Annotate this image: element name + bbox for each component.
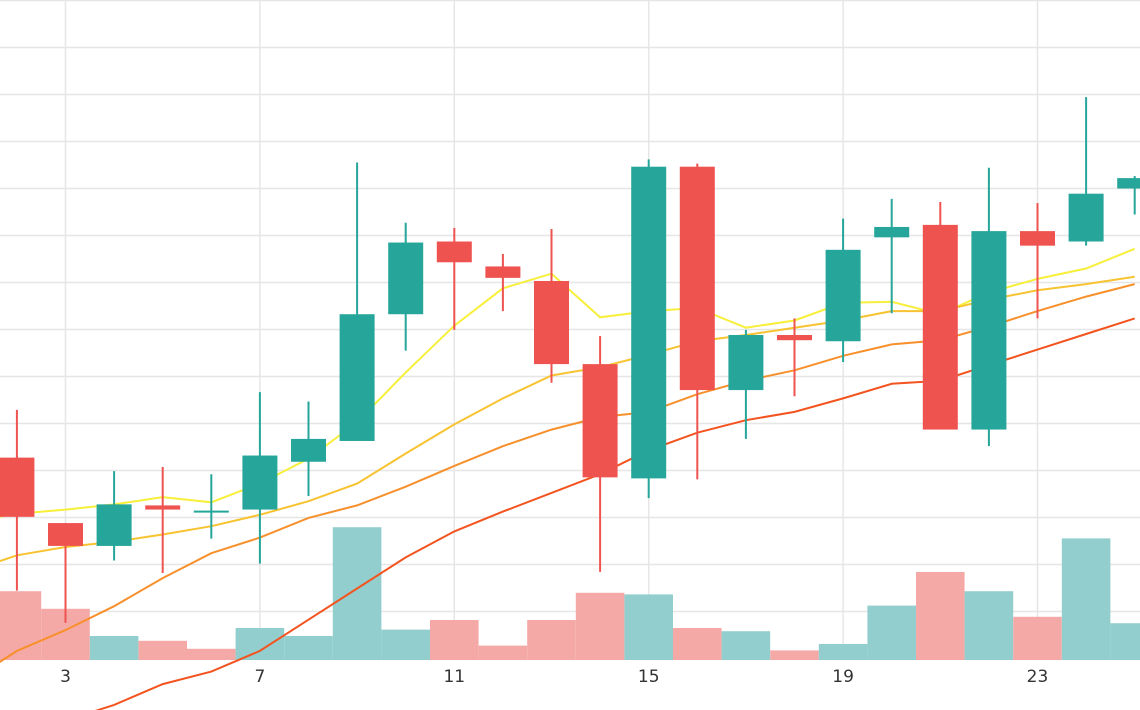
candle-body <box>534 280 569 365</box>
candle-day-16 <box>679 163 715 480</box>
candle-body <box>436 241 472 263</box>
candle-day-15 <box>631 159 667 499</box>
candle-body <box>825 249 861 342</box>
candle-day-17 <box>728 329 764 439</box>
candle-body <box>0 457 35 517</box>
candle-body <box>485 266 521 278</box>
volume-bar-day-12 <box>478 645 528 660</box>
x-axis: 3 7 11 15 19 23 <box>60 667 1048 687</box>
candle-body <box>193 510 229 513</box>
x-tick-label: 23 <box>1027 667 1049 687</box>
candle-day-5 <box>145 466 181 573</box>
candle-day-24 <box>1068 97 1104 246</box>
candle-day-18 <box>777 318 812 397</box>
volume-bar-day-20 <box>867 605 916 660</box>
volume-bar-day-15 <box>624 594 673 660</box>
candle-day-3 <box>48 523 83 623</box>
x-tick-label: 15 <box>638 667 660 687</box>
candle-body <box>96 504 132 546</box>
candle-day-19 <box>825 218 861 363</box>
candles <box>0 97 1140 623</box>
candle-body <box>582 364 618 478</box>
candle-day-12 <box>485 253 521 312</box>
candle-body <box>145 505 181 510</box>
volume-bar-day-25 <box>1110 623 1140 660</box>
volume-bars <box>0 527 1140 660</box>
volume-bar-day-16 <box>673 628 722 660</box>
candle-day-22 <box>971 167 1007 447</box>
candle-day-21 <box>922 202 958 430</box>
candle-day-6 <box>193 474 229 539</box>
volume-bar-day-11 <box>430 620 479 660</box>
candle-day-23 <box>1020 203 1055 319</box>
candle-body <box>388 242 424 315</box>
candle-body <box>1068 193 1104 242</box>
volume-bar-day-21 <box>916 572 965 660</box>
candle-day-8 <box>291 401 326 497</box>
candle-day-13 <box>534 229 569 383</box>
candle-day-11 <box>436 227 472 330</box>
volume-bar-day-17 <box>721 631 771 660</box>
grid <box>0 0 1140 660</box>
candle-body <box>1020 231 1055 246</box>
candle-body <box>922 224 958 430</box>
volume-bar-day-4 <box>89 636 139 660</box>
candle-body <box>1117 178 1140 189</box>
candle-day-9 <box>339 162 375 441</box>
volume-bar-day-23 <box>1013 616 1062 660</box>
x-tick-label: 7 <box>254 667 265 687</box>
candle-body <box>242 455 278 510</box>
candle-body <box>48 523 83 546</box>
candle-day-4 <box>96 471 132 561</box>
candle-body <box>339 314 375 441</box>
x-tick-label: 19 <box>832 667 854 687</box>
candle-body <box>679 166 715 391</box>
candle-day-25 <box>1117 176 1140 215</box>
volume-bar-day-7 <box>235 628 285 660</box>
volume-bar-day-5 <box>138 640 187 660</box>
volume-bar-day-18 <box>770 650 819 660</box>
candle-body <box>728 335 764 391</box>
volume-bar-day-8 <box>284 636 333 660</box>
candle-day-20 <box>874 198 910 314</box>
x-tick-label: 11 <box>443 667 465 687</box>
candle-body <box>631 166 667 479</box>
candle-day-7 <box>242 392 278 564</box>
volume-bar-day-6 <box>187 648 236 660</box>
candle-day-14 <box>582 336 618 572</box>
volume-bar-day-19 <box>818 644 868 660</box>
volume-bar-day-9 <box>332 527 382 660</box>
candle-day-2 <box>0 409 35 591</box>
candle-body <box>291 438 326 462</box>
volume-bar-day-22 <box>964 591 1014 660</box>
candle-body <box>971 231 1007 430</box>
x-tick-label: 3 <box>60 667 71 687</box>
volume-bar-day-13 <box>527 620 576 660</box>
volume-bar-day-24 <box>1061 538 1111 660</box>
candle-day-10 <box>388 222 424 351</box>
candle-body <box>777 335 812 341</box>
candle-body <box>874 226 910 238</box>
volume-bar-day-14 <box>575 592 625 660</box>
volume-bar-day-10 <box>381 629 430 660</box>
